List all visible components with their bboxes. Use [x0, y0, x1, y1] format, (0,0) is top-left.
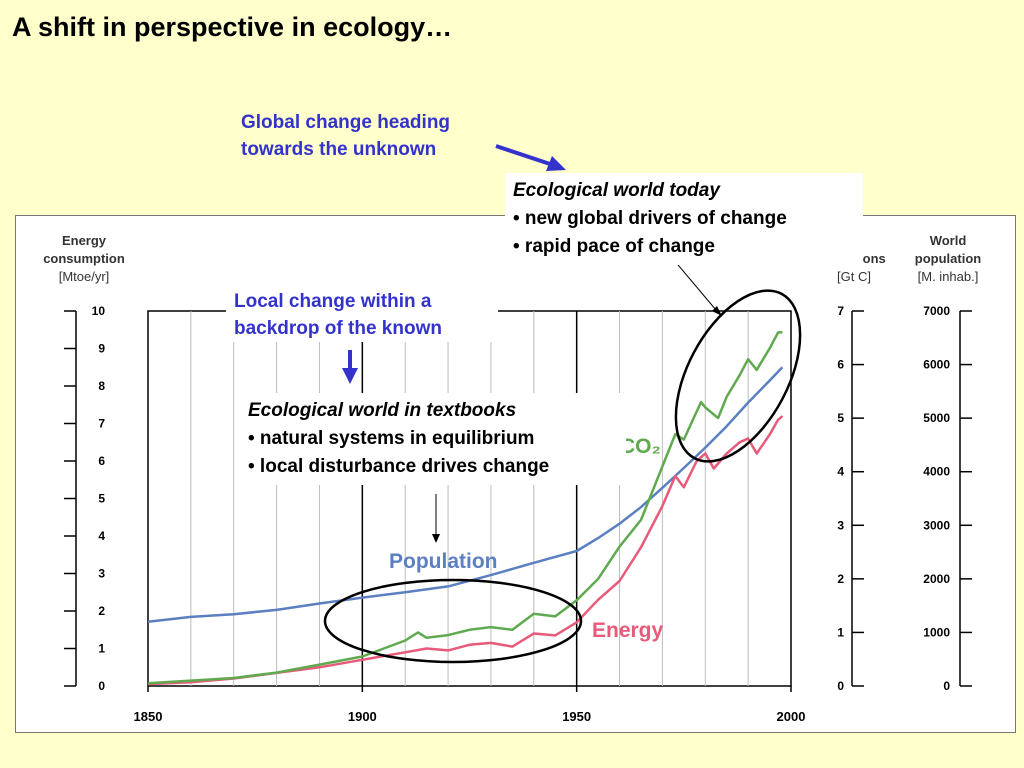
population-tick-label: 4000 [923, 465, 950, 479]
energy-tick-label: 9 [98, 342, 105, 356]
population-tick-label: 3000 [923, 518, 950, 532]
series-line-1 [147, 415, 784, 686]
box-today-heading: Ecological world today [513, 180, 720, 201]
population-axis: 0 1000 2000 3000 4000 5000 6000 7000 World popula… [915, 233, 981, 693]
co2-tick-label: 4 [837, 465, 844, 479]
x-tick-label: 2000 [777, 709, 806, 724]
population-tick-label: 2000 [923, 572, 950, 586]
co2-tick-label: 5 [837, 411, 844, 425]
energy-tick-label: 0 [98, 679, 105, 693]
series-label-0: Population [389, 550, 498, 573]
pointer-arrowhead-textbooks [432, 534, 440, 543]
population-tick-label: 7000 [923, 304, 950, 318]
chart-panel: 0 1 2 3 4 5 6 7 8 9 10 Energy consumption [Mtoe/yr] 0… [15, 215, 1016, 733]
box-ecological-world-today: Ecological world today • new global driv… [505, 173, 863, 265]
x-tick-label: 1950 [562, 709, 591, 724]
series-line-2 [147, 331, 783, 685]
energy-tick-label: 1 [98, 642, 105, 656]
series-label-2: CO₂ [620, 435, 661, 458]
population-axis-label-line: World [930, 233, 967, 248]
highlight-ellipse-recent [674, 289, 802, 463]
population-tick-label: 0 [943, 679, 950, 693]
box-textbooks-bullet-1: • natural systems in equilibrium [248, 428, 535, 449]
energy-tick-label: 10 [92, 304, 106, 318]
energy-axis-label-line: [Mtoe/yr] [59, 269, 110, 284]
co2-axis: 01234567eemissions[Gt C] [822, 233, 886, 693]
co2-tick-label: 0 [837, 679, 844, 693]
energy-tick-label: 4 [98, 529, 105, 543]
population-tick-label: 5000 [923, 411, 950, 425]
x-axis: 1850 1900 1950 2000 [134, 686, 806, 724]
energy-tick-label: 6 [98, 454, 105, 468]
co2-tick-label: 6 [837, 358, 844, 372]
energy-axis-label-line: consumption [43, 251, 125, 266]
blue-arrow-global-head [546, 156, 566, 171]
x-tick-label: 1900 [348, 709, 377, 724]
energy-tick-label: 5 [98, 492, 105, 506]
note-global-line-1: Global change heading [241, 112, 451, 133]
energy-tick-label: 3 [98, 567, 105, 581]
note-global-change: Global change heading towards the unknow… [241, 109, 450, 163]
box-textbooks-bullet-2: • local disturbance drives change [248, 456, 550, 477]
series-labels: Population Energy CO₂ [389, 435, 664, 642]
note-local-line-2: backdrop of the known [234, 318, 442, 339]
note-local-change: Local change within a backdrop of the kn… [226, 288, 498, 342]
note-local-line-1: Local change within a [234, 291, 432, 312]
box-ecological-world-textbooks: Ecological world in textbooks • natural … [240, 393, 626, 485]
highlight-ellipse-past [323, 578, 583, 664]
population-tick-label: 1000 [923, 625, 950, 639]
grid [190, 311, 749, 686]
energy-axis-label-line: Energy [62, 233, 107, 248]
slide-title: A shift in perspective in ecology… [12, 12, 453, 42]
population-axis-label-line: population [915, 251, 981, 266]
energy-axis: 0 1 2 3 4 5 6 7 8 9 10 Energy consumption [Mtoe/yr] [43, 233, 125, 693]
pointer-arrowhead-today [712, 306, 722, 316]
box-textbooks-heading: Ecological world in textbooks [248, 400, 517, 421]
population-axis-label-line: [M. inhab.] [918, 269, 979, 284]
box-today-bullet-1: • new global drivers of change [513, 208, 787, 229]
series-label-1: Energy [592, 619, 664, 642]
series-lines [147, 331, 784, 686]
note-global-line-2: towards the unknown [241, 139, 437, 160]
co2-tick-label: 1 [837, 625, 844, 639]
co2-tick-label: 2 [837, 572, 844, 586]
energy-tick-label: 7 [98, 417, 105, 431]
co2-tick-label: 3 [837, 518, 844, 532]
co2-axis-label-line: [Gt C] [837, 269, 871, 284]
energy-tick-label: 2 [98, 604, 105, 618]
blue-arrow-global-shaft [495, 144, 551, 166]
box-today-bullet-2: • rapid pace of change [513, 236, 715, 257]
series-line-0 [147, 366, 784, 623]
x-tick-label: 1850 [134, 709, 163, 724]
energy-tick-label: 8 [98, 379, 105, 393]
population-tick-label: 6000 [923, 358, 950, 372]
co2-tick-label: 7 [837, 304, 844, 318]
